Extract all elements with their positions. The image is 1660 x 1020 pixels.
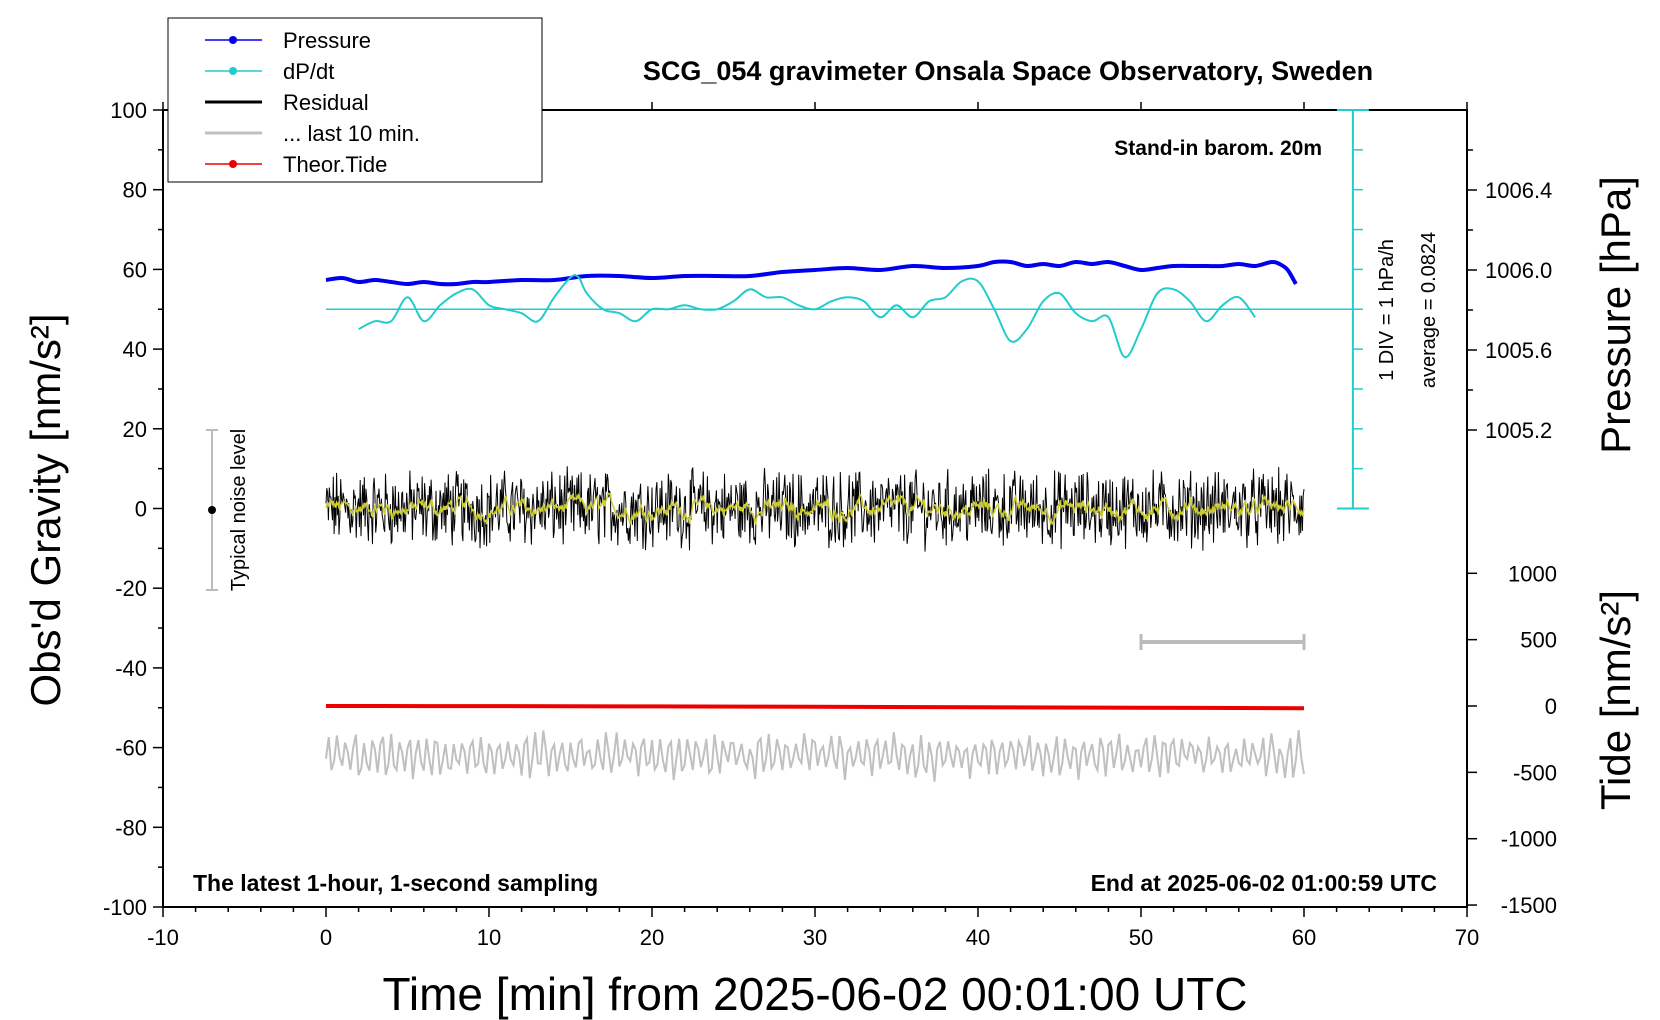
legend-box (167, 17, 543, 183)
y-tick-label: 80 (123, 178, 147, 203)
x-tick-label: 50 (1129, 925, 1153, 950)
last-10-min-line (325, 730, 1305, 782)
legend: Pressure dP/dt Residual ... last 10 min. The… (167, 17, 543, 183)
y-tick-label: -80 (115, 815, 147, 840)
pressure-line (325, 259, 1298, 287)
legend-label: Pressure (283, 28, 371, 53)
div-note: 1 DIV = 1 hPa/h (1376, 239, 1398, 381)
pressure-tick-label: 1005.2 (1485, 418, 1552, 443)
legend-marker (229, 160, 237, 168)
x-tick-label: 60 (1292, 925, 1316, 950)
pressure-tick-label: 1006.0 (1485, 258, 1552, 283)
legend-label: ... last 10 min. (283, 121, 420, 146)
average-note: average = 0.0824 (1418, 232, 1440, 388)
pressure-axis-title: Pressure [hPa] (1592, 176, 1639, 454)
noise-level-indicator (206, 429, 218, 591)
tide-tick-label: -1000 (1501, 827, 1557, 852)
y-tick-label: -100 (103, 895, 147, 920)
x-tick-label: 30 (803, 925, 827, 950)
y-tick-label: 40 (123, 337, 147, 362)
legend-marker (229, 36, 237, 44)
legend-marker (229, 67, 237, 75)
pressure-tick-label: 1006.4 (1485, 178, 1552, 203)
y-tick-label: 0 (135, 497, 147, 522)
x-tick-label: 10 (477, 925, 501, 950)
dpdt-line (358, 274, 1256, 359)
x-axis-title: Time [min] from 2025-06-02 00:01:00 UTC (383, 968, 1248, 1020)
y-axis-pressure: 1006.4 1006.0 1005.6 1005.2 (1466, 110, 1552, 470)
series-layer (325, 259, 1353, 782)
x-tick-label: 70 (1455, 925, 1479, 950)
barometer-note: Stand-in barom. 20m (1114, 137, 1322, 160)
x-tick-label: -10 (147, 925, 179, 950)
sampling-note: The latest 1-hour, 1-second sampling (193, 870, 598, 896)
x-tick-label: 40 (966, 925, 990, 950)
pressure-tick-label: 1005.6 (1485, 338, 1552, 363)
y-axis-tide: 1000 500 0 -500 -1000 -1500 (1467, 561, 1557, 918)
x-tick-label: 20 (640, 925, 664, 950)
last-10-min-bar (1139, 634, 1306, 650)
legend-label: Theor.Tide (283, 152, 387, 177)
tide-tick-label: 1000 (1508, 561, 1557, 586)
chart-title: SCG_054 gravimeter Onsala Space Observat… (643, 56, 1373, 86)
tide-tick-label: -500 (1513, 760, 1557, 785)
y-axis-left-title: Obs'd Gravity [nm/s²] (22, 313, 69, 706)
legend-items: Pressure dP/dt Residual ... last 10 min. The… (205, 28, 420, 177)
legend-label: Residual (283, 90, 369, 115)
tide-tick-label: 0 (1545, 694, 1557, 719)
x-tick-label: 0 (320, 925, 332, 950)
residual-smoothed-line (325, 492, 1305, 527)
tide-tick-label: 500 (1520, 628, 1557, 653)
noise-level-label: Typical noise level (228, 429, 250, 591)
y-tick-label: 20 (123, 417, 147, 442)
y-axis-left-title-text: Obs'd Gravity [nm/s²] (22, 313, 69, 706)
legend-label: dP/dt (283, 59, 334, 84)
y-tick-label: -40 (115, 656, 147, 681)
end-time-note: End at 2025-06-02 01:00:59 UTC (1091, 870, 1437, 896)
y-axis-left: 100 80 60 40 20 0 -20 -40 -60 -80 -100 (103, 98, 163, 920)
tide-axis-title: Tide [nm/s²] (1592, 590, 1639, 810)
y-tick-label: 60 (123, 257, 147, 282)
y-tick-label: -60 (115, 736, 147, 761)
y-tick-label: -20 (115, 576, 147, 601)
theor-tide-line (325, 704, 1305, 711)
y-tick-label: 100 (110, 98, 147, 123)
tide-tick-label: -1500 (1501, 893, 1557, 918)
x-axis: -10 0 10 20 30 40 50 60 70 (147, 102, 1479, 950)
